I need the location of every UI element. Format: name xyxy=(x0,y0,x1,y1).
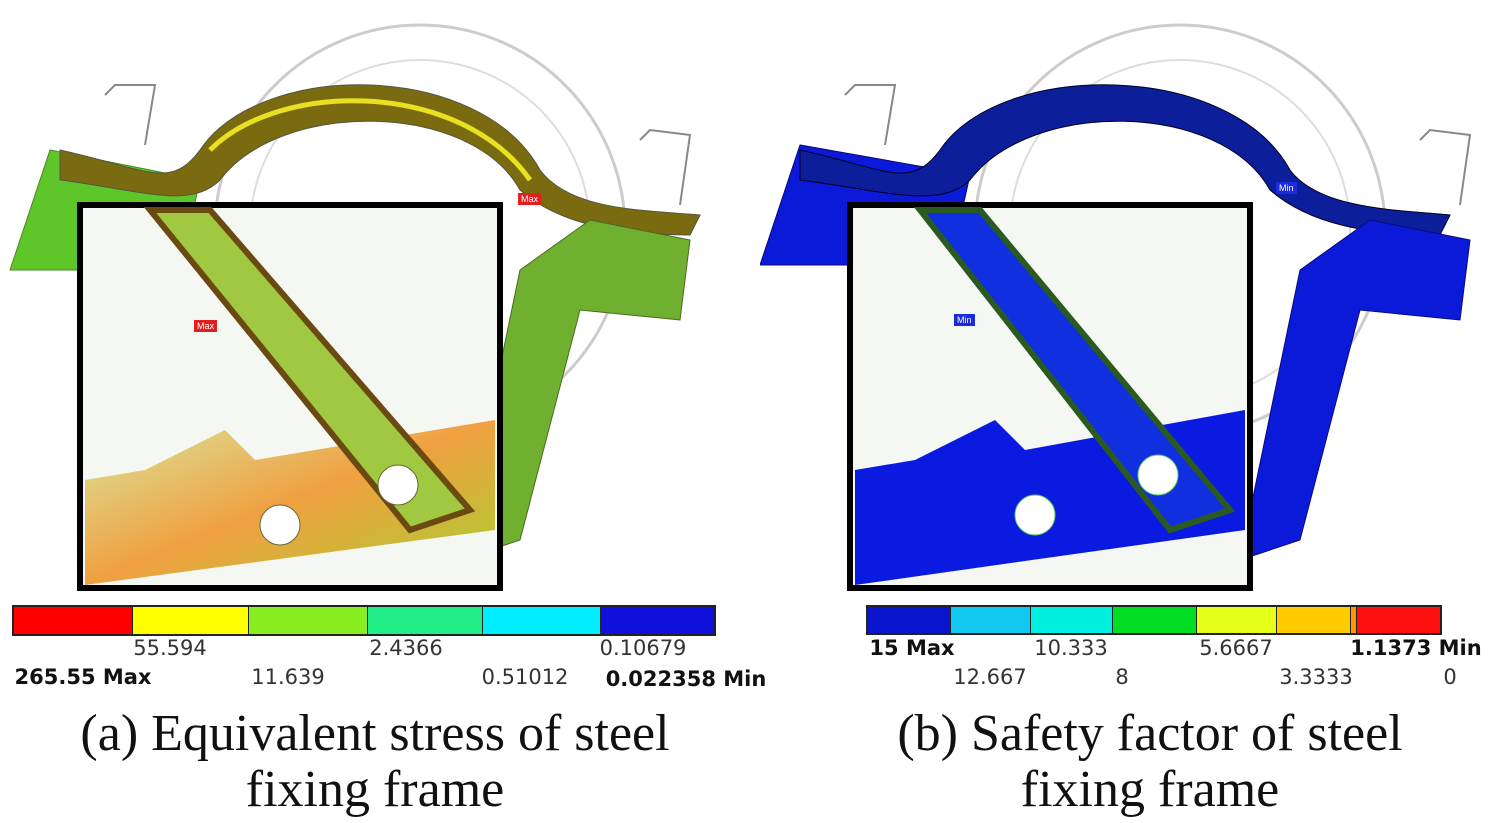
legend-label: 2.4366 xyxy=(369,636,443,660)
legend-swatch xyxy=(1031,607,1113,633)
legend-label: 3.3333 xyxy=(1279,665,1353,689)
caption-b: (b) Safety factor of steel fixing frame xyxy=(770,706,1500,818)
inset-max-marker: Max xyxy=(194,320,218,332)
legend-label: 55.594 xyxy=(133,636,207,660)
arch-band xyxy=(799,84,1451,236)
inset-min-marker: Min xyxy=(954,314,975,326)
legend-label: 11.639 xyxy=(251,665,325,689)
safety-factor-contour-model xyxy=(760,23,1472,591)
legend-label: 0.10679 xyxy=(599,636,687,660)
legend-swatch xyxy=(249,607,368,634)
legend-min-label: 0.022358 Min xyxy=(605,667,767,691)
legend-label: 12.667 xyxy=(953,665,1027,689)
caption-a-line2: fixing frame xyxy=(245,761,505,818)
legend-label: 8 xyxy=(1115,665,1129,689)
right-leg xyxy=(1239,219,1471,561)
legend-swatch xyxy=(14,607,133,634)
caption-a: (a) Equivalent stress of steel fixing fr… xyxy=(0,706,750,818)
legend-swatch xyxy=(1113,607,1197,633)
legend-swatch xyxy=(368,607,483,634)
caption-b-line1: (b) Safety factor of steel xyxy=(897,705,1403,762)
stress-color-legend xyxy=(12,605,716,636)
caption-a-line1: (a) Equivalent stress of steel xyxy=(80,705,670,762)
wire-bracket xyxy=(104,84,692,206)
inset-bar xyxy=(143,207,476,534)
caption-b-line2: fixing frame xyxy=(1020,761,1280,818)
legend-label: 0 xyxy=(1443,665,1457,689)
max-marker: Max xyxy=(518,193,542,205)
legend-swatch xyxy=(133,607,249,634)
wire-bracket xyxy=(844,84,1472,206)
legend-max-label: 265.55 Max xyxy=(14,665,152,689)
legend-swatch xyxy=(1351,607,1357,633)
min-marker: Min xyxy=(1276,182,1297,194)
inset-bar xyxy=(913,207,1236,534)
legend-swatch xyxy=(1277,607,1351,633)
legend-min-label: 1.1373 Min xyxy=(1350,636,1482,660)
legend-swatch xyxy=(1197,607,1277,633)
stress-contour-model xyxy=(9,23,701,591)
legend-label: 10.333 xyxy=(1034,636,1108,660)
legend-swatch xyxy=(483,607,601,634)
legend-swatch xyxy=(951,607,1031,633)
legend-label: 5.6667 xyxy=(1199,636,1273,660)
legend-swatch xyxy=(868,607,951,633)
legend-swatch xyxy=(1357,607,1440,633)
legend-label: 0.51012 xyxy=(481,665,569,689)
legend-swatch xyxy=(601,607,714,634)
safety-factor-color-legend xyxy=(866,605,1442,635)
legend-max-label: 15 Max xyxy=(869,636,955,660)
